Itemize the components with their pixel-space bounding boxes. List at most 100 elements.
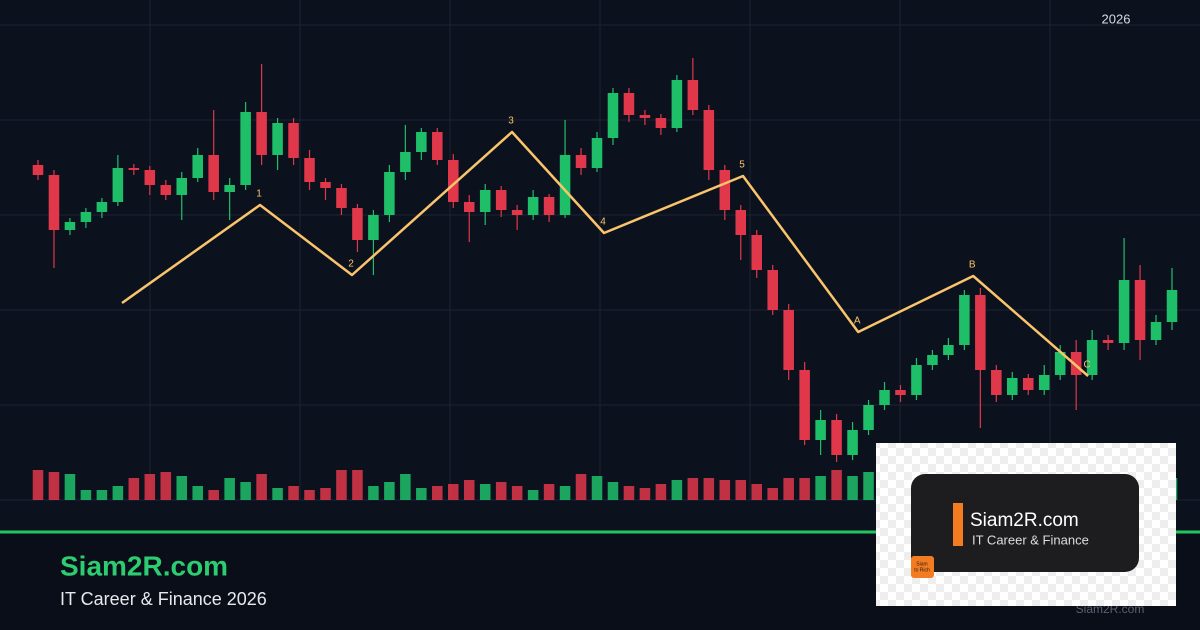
volume-bar [400, 474, 411, 500]
candle-body [432, 132, 443, 160]
footer-brand: Siam2R.com [60, 550, 228, 581]
candle-body [128, 168, 140, 170]
candle-body [240, 112, 251, 185]
volume-bar [416, 488, 427, 500]
candle-body [320, 182, 331, 188]
candle-body [975, 295, 986, 370]
card-accent [953, 503, 963, 546]
candle-body [400, 152, 411, 172]
card-tagline: IT Career & Finance [972, 532, 1089, 547]
candle-body [160, 185, 172, 195]
volume-bar [352, 470, 363, 500]
wave-label: 4 [600, 217, 606, 228]
wave-label: 3 [508, 116, 514, 127]
candle-body [687, 80, 699, 110]
volume-bar [272, 488, 283, 500]
year-label: 2026 [1102, 11, 1131, 26]
wave-label: A [854, 316, 861, 327]
candle-body [751, 235, 763, 270]
volume-bar [160, 472, 172, 500]
volume-bar [671, 480, 683, 500]
candle-body [192, 155, 203, 178]
wave-label: 2 [348, 259, 354, 270]
candle-body [447, 160, 459, 202]
volume-bar [495, 482, 507, 500]
volume-bar [176, 476, 188, 500]
card-brand: Siam2R.com [970, 510, 1079, 531]
candle-body [767, 270, 778, 310]
candle-body [527, 197, 539, 215]
candle-body [639, 115, 651, 118]
volume-bar [847, 476, 858, 500]
volume-bar [208, 490, 219, 500]
candle-body [1070, 352, 1082, 375]
candle-body [799, 370, 810, 440]
candle-body [176, 178, 188, 195]
candle-body [1054, 352, 1066, 375]
volume-bar [368, 486, 379, 500]
candle-body [1086, 340, 1098, 375]
volume-bar [288, 486, 299, 500]
volume-bar [463, 480, 475, 500]
card-icon [911, 556, 934, 578]
volume-bar [80, 490, 92, 500]
candle-body [1150, 322, 1162, 340]
wave-line [121, 130, 1089, 377]
wave-label: C [1084, 360, 1091, 371]
volume-bar [304, 490, 315, 500]
candle-body [863, 405, 874, 430]
volume-bar [575, 474, 587, 500]
volume-bar [703, 478, 715, 500]
candle-body [1038, 375, 1050, 390]
volume-bar [336, 470, 347, 500]
volume-bar [48, 472, 60, 500]
volume-bar [256, 474, 267, 500]
volume-bar [767, 488, 778, 500]
volume-bar [543, 484, 555, 500]
volume-bar [224, 478, 235, 500]
card-panel [911, 474, 1139, 572]
volume-bar [655, 484, 667, 500]
candle-body [511, 210, 523, 215]
candle-body [783, 310, 794, 370]
candle-body [144, 170, 156, 185]
volume-bar [128, 478, 140, 500]
logo-card: Siam2R.com IT Career & Finance Siam to R… [876, 443, 1176, 606]
volume-bar [719, 480, 731, 500]
candle-body [463, 202, 475, 212]
volume-bar [479, 484, 491, 500]
candle-body [1102, 340, 1114, 343]
icon-text: to Rich [914, 567, 930, 573]
candle-body [815, 420, 826, 440]
volume-bar [687, 478, 699, 500]
candle-body [112, 168, 124, 202]
volume-bar [320, 488, 331, 500]
volume-bar [432, 486, 443, 500]
candle-body [591, 138, 603, 168]
volume-bar [783, 478, 794, 500]
candle-body [416, 132, 427, 152]
candle-body [304, 158, 315, 182]
candle-body [384, 172, 395, 215]
candle-body [80, 212, 92, 222]
volume-bar [447, 484, 459, 500]
footer-tagline: IT Career & Finance 2026 [60, 589, 267, 609]
volume-bar [192, 486, 203, 500]
candle-body [943, 345, 954, 355]
candle-body [1118, 280, 1130, 343]
candle-body [959, 295, 970, 345]
volume-bar [751, 484, 763, 500]
wave-label: 5 [739, 160, 745, 171]
icon-text: Siam [916, 561, 927, 567]
candle-body [607, 93, 619, 138]
candle-body [1022, 378, 1034, 390]
volume-bar [32, 470, 44, 500]
candle-body [543, 197, 555, 215]
candle-body [1007, 378, 1018, 395]
volume-bar [799, 478, 810, 500]
candle-body [879, 390, 890, 405]
candle-body [272, 123, 283, 155]
volume-bar [591, 476, 603, 500]
candle-body [479, 190, 491, 212]
